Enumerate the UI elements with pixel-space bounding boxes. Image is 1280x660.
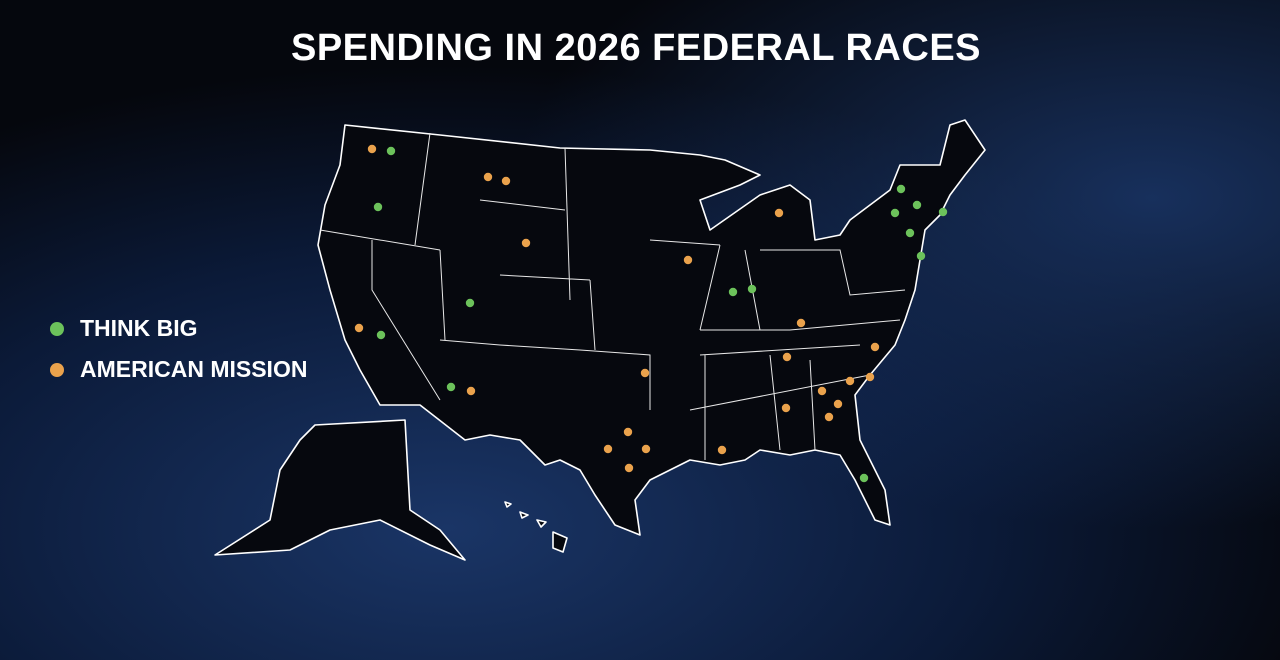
race-dot	[747, 284, 757, 294]
race-dot	[865, 372, 875, 382]
race-dot	[501, 176, 511, 186]
race-dot	[367, 144, 377, 154]
hawaii	[504, 501, 568, 553]
race-dot	[521, 238, 531, 248]
title: SPENDING IN 2026 FEDERAL RACES	[291, 27, 981, 69]
legend-dot	[50, 322, 64, 336]
race-dot	[386, 146, 396, 156]
race-dot	[896, 184, 906, 194]
race-dot	[890, 208, 900, 218]
race-dot	[796, 318, 806, 328]
race-dot	[833, 399, 843, 409]
contiguous-us	[317, 119, 986, 536]
race-dot	[859, 473, 869, 483]
race-dot	[728, 287, 738, 297]
legend: THINK BIG AMERICAN MISSION	[50, 315, 307, 382]
race-dot	[603, 444, 613, 454]
race-dot	[717, 445, 727, 455]
alaska	[214, 419, 466, 561]
race-dot	[640, 368, 650, 378]
race-dot	[483, 172, 493, 182]
race-dot	[354, 323, 364, 333]
race-dot	[916, 251, 926, 261]
race-dot	[774, 208, 784, 218]
race-dot	[373, 202, 383, 212]
legend-label: THINK BIG	[80, 315, 198, 341]
race-dot	[912, 200, 922, 210]
race-dot	[845, 376, 855, 386]
legend-label: AMERICAN MISSION	[80, 356, 307, 382]
us-map	[214, 119, 986, 561]
race-dot	[905, 228, 915, 238]
race-dot	[641, 444, 651, 454]
race-dot	[781, 403, 791, 413]
race-dot	[446, 382, 456, 392]
race-dot	[623, 427, 633, 437]
race-dot	[817, 386, 827, 396]
race-dots	[354, 144, 948, 483]
race-dot	[465, 298, 475, 308]
race-dot	[376, 330, 386, 340]
race-dot	[782, 352, 792, 362]
race-dot	[466, 386, 476, 396]
race-dot	[624, 463, 634, 473]
race-dot	[938, 207, 948, 217]
race-dot	[683, 255, 693, 265]
race-dot	[870, 342, 880, 352]
race-dot	[824, 412, 834, 422]
legend-dot	[50, 363, 64, 377]
